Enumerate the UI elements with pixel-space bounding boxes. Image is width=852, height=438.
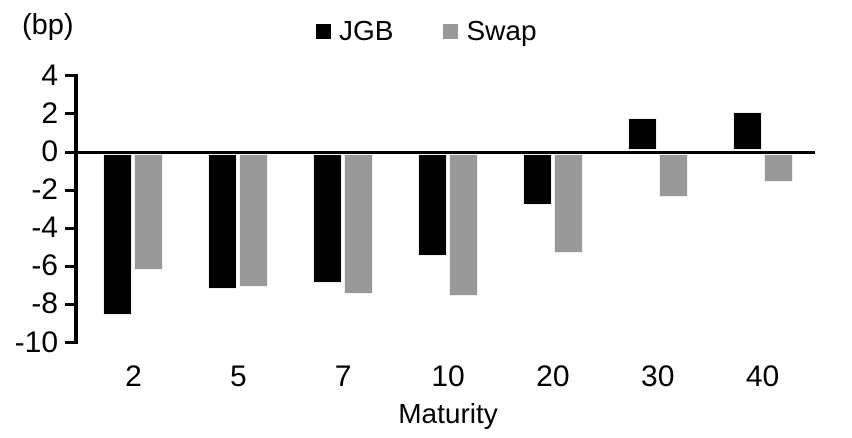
y-tick-mark [65, 188, 74, 192]
legend-swatch-swap [443, 23, 459, 39]
bar-swap-30 [658, 153, 688, 198]
y-tick-label: 0 [41, 135, 58, 168]
bar-jgb-5 [208, 153, 238, 289]
y-tick-mark [65, 264, 74, 268]
bar-swap-7 [344, 153, 374, 295]
zero-axis-line [74, 150, 815, 154]
x-tick-label: 5 [229, 360, 247, 393]
bar-jgb-10 [418, 153, 447, 257]
x-tick-label: 30 [641, 360, 675, 393]
y-tick-mark [65, 112, 74, 116]
bar-swap-20 [553, 153, 583, 253]
bar-swap-10 [449, 153, 478, 297]
bar-jgb-40 [732, 112, 762, 151]
y-tick-mark [65, 302, 74, 306]
legend: JGB Swap [316, 17, 537, 45]
bar-jgb-7 [313, 153, 343, 284]
y-axis-line [74, 73, 78, 345]
legend-label-jgb: JGB [339, 15, 394, 46]
x-tick-label: 7 [334, 360, 352, 393]
y-tick-mark [65, 150, 74, 154]
x-tick-label: 20 [536, 360, 570, 393]
y-tick-mark [65, 74, 74, 78]
x-tick-label: 10 [431, 360, 465, 393]
bar-jgb-20 [522, 153, 552, 205]
y-tick-label: -8 [31, 287, 58, 321]
bar-swap-5 [239, 153, 269, 287]
legend-item-swap: Swap [443, 15, 537, 46]
y-tick-label: 2 [41, 96, 58, 130]
x-tick-label: 2 [125, 360, 142, 393]
y-tick-mark [65, 341, 74, 344]
x-tick-label: 40 [745, 360, 780, 393]
bar-jgb-30 [627, 118, 657, 151]
bar-jgb-2 [103, 153, 133, 316]
y-tick-label: -2 [31, 173, 58, 207]
y-tick-label: -4 [31, 211, 58, 245]
x-axis-title: Maturity [398, 398, 498, 429]
y-tick-label: 4 [41, 58, 58, 92]
bar-swap-40 [763, 153, 793, 183]
y-tick-label: -6 [31, 249, 58, 283]
legend-item-jgb: JGB [316, 17, 393, 45]
legend-swatch-jgb [316, 23, 331, 39]
y-axis-unit-label: (bp) [22, 9, 74, 41]
bar-swap-2 [134, 153, 164, 270]
y-tick-label: -10 [14, 325, 58, 359]
legend-label-swap: Swap [466, 15, 537, 46]
y-tick-mark [65, 226, 74, 230]
